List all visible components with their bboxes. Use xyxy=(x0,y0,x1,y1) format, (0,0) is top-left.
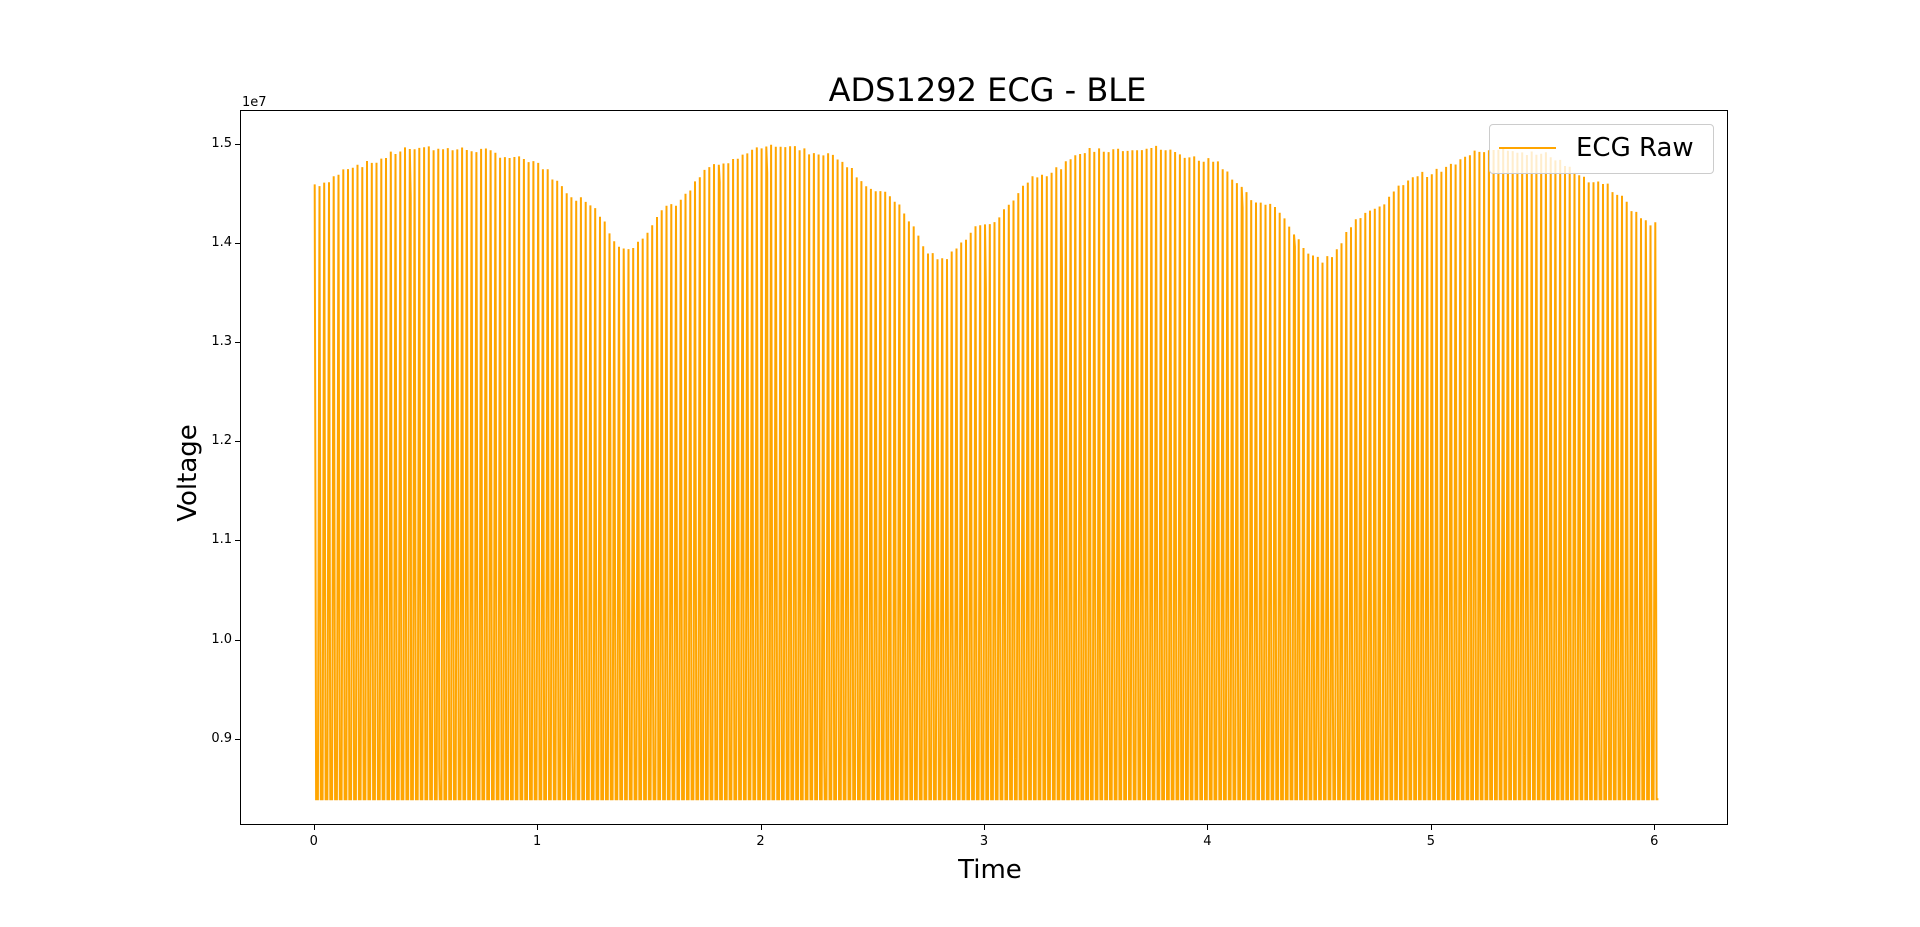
x-tick-mark xyxy=(1654,825,1656,830)
x-tick-label: 4 xyxy=(1203,834,1212,849)
y-tick-mark xyxy=(235,143,240,145)
ecg-raw-line xyxy=(313,144,1659,801)
chart-title: ADS1292 ECG - BLE xyxy=(828,71,1147,109)
x-tick-label: 2 xyxy=(756,834,765,849)
y-tick-mark xyxy=(235,342,240,344)
y-tick-label: 1.0 xyxy=(211,631,232,647)
y-tick-label: 1.2 xyxy=(211,433,232,449)
y-tick-label: 1.1 xyxy=(211,532,232,548)
x-tick-mark xyxy=(313,825,315,830)
legend: ECG Raw xyxy=(1489,124,1714,174)
y-tick-label: 0.9 xyxy=(211,730,232,746)
y-tick-mark xyxy=(235,441,240,443)
y-tick-label: 1.5 xyxy=(211,135,232,151)
x-tick-label: 6 xyxy=(1650,834,1659,849)
y-tick-mark xyxy=(235,639,240,641)
x-tick-mark xyxy=(1430,825,1432,830)
x-tick-mark xyxy=(760,825,762,830)
x-axis-label: Time xyxy=(958,855,1022,885)
x-tick-mark xyxy=(537,825,539,830)
y-tick-mark xyxy=(235,242,240,244)
x-tick-label: 3 xyxy=(979,834,989,849)
x-tick-mark xyxy=(984,825,985,830)
x-tick-label: 1 xyxy=(533,834,542,849)
x-tick-mark xyxy=(1207,825,1209,830)
legend-line-swatch xyxy=(1499,147,1556,149)
y-tick-label: 1.3 xyxy=(211,334,232,350)
y-axis-label: Voltage xyxy=(173,424,203,522)
plot-area xyxy=(240,110,1728,825)
ecg-line-plot xyxy=(313,144,1659,801)
y-tick-mark xyxy=(235,738,240,740)
y-tick-mark xyxy=(235,540,240,542)
legend-label: ECG Raw xyxy=(1576,133,1694,163)
y-tick-label: 1.4 xyxy=(211,234,232,250)
y-offset-text: 1e7 xyxy=(242,95,267,110)
x-tick-label: 5 xyxy=(1426,834,1435,849)
x-tick-label: 0 xyxy=(309,834,318,849)
